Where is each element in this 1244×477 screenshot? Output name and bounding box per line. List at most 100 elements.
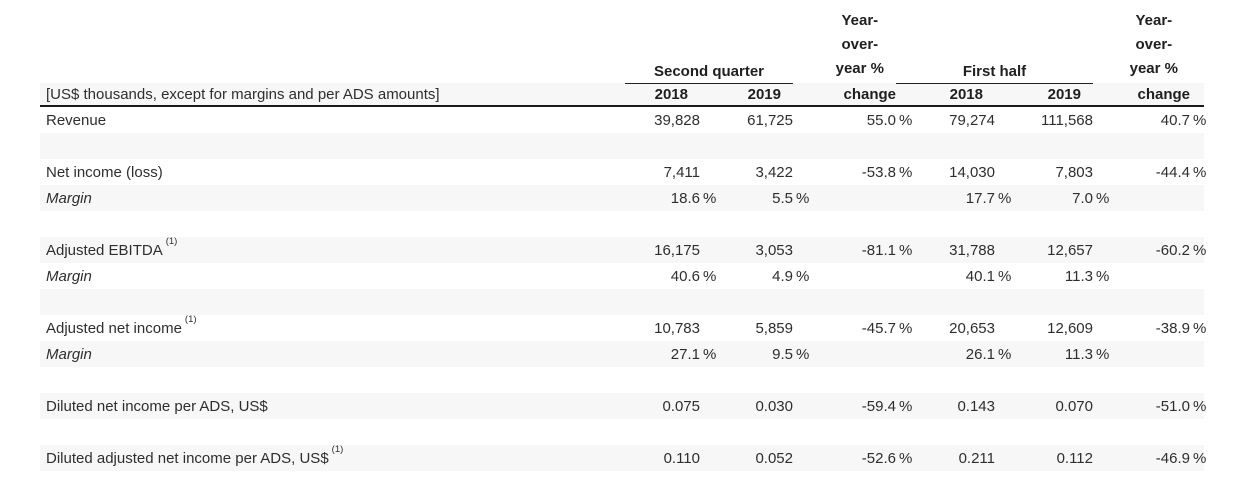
cell-q2-change: -59.4 %	[861, 397, 913, 415]
cell-q2-2019: 3,422	[755, 163, 793, 181]
row-label: Net income (loss)	[46, 163, 163, 181]
footnote-ref: (1)	[184, 313, 197, 325]
spacer-cell	[1190, 263, 1204, 289]
col-header-h1-change: change	[1093, 83, 1190, 107]
column-headers-row: [US$ thousands, except for margins and p…	[40, 83, 1204, 107]
row-label: Diluted net income per ADS, US$	[46, 397, 268, 415]
spacer-cell	[40, 367, 1204, 393]
cell-q2-change: -81.1 %	[861, 241, 913, 259]
cell-q2-2018: 16,175	[654, 241, 700, 259]
cell-h1-2018: 79,274	[949, 111, 995, 129]
table-row-net-income: Net income (loss) 7,411 3,422 -53.8 % 14…	[40, 159, 1207, 185]
cell-q2-2018: 27.1 %	[670, 345, 717, 363]
cell-h1-2019: 12,609	[1047, 319, 1093, 337]
cell-q2-2018: 39,828	[654, 111, 700, 129]
spacer-cell	[40, 419, 1204, 445]
cell-q2-change: -53.8 %	[861, 163, 913, 181]
cell-q2-2018: 18.6 %	[670, 189, 717, 207]
cell-h1-2019: 7.0 %	[1072, 189, 1110, 207]
table-row-diluted-adjusted-net-income-per-ads: Diluted adjusted net income per ADS, US$…	[40, 443, 1207, 471]
cell-h1-2019: 0.070	[1055, 397, 1093, 415]
table-row-diluted-net-income-per-ads: Diluted net income per ADS, US$ 0.075 0.…	[40, 393, 1207, 419]
table-row-adjusted-ebitda-margin: Margin 40.6 % 4.9 % 40.1 % 11.3 %	[40, 263, 1204, 289]
cell-q2-change: 55.0 %	[866, 111, 913, 129]
row-label: Revenue	[46, 111, 107, 129]
cell-q2-2018: 0.110	[663, 449, 700, 467]
col-header-q2-change: change	[793, 83, 896, 107]
cell-h1-2018: 31,788	[949, 241, 995, 259]
column-group-second-quarter: Second quarter	[625, 0, 793, 84]
col-header-h1-2018: 2018	[896, 83, 995, 107]
cell-h1-2019: 111,568	[1041, 111, 1093, 129]
row-label: Margin	[46, 345, 92, 363]
footnote-ref: (1)	[165, 235, 178, 247]
column-groups-row: Second quarter Year- over- year % First …	[40, 0, 1204, 84]
spacer-cell	[1190, 341, 1204, 367]
spacer-cell	[1190, 185, 1204, 211]
cell-h1-2019: 11.3 %	[1064, 267, 1110, 285]
cell-q2-2019: 5.5 %	[772, 189, 810, 207]
cell-q2-2019: 5,859	[755, 319, 793, 337]
cell-q2-2019: 3,053	[755, 241, 793, 259]
table-row-net-income-margin: Margin 18.6 % 5.5 % 17.7 % 7.0 %	[40, 185, 1204, 211]
cell-q2-2019: 0.030	[755, 397, 793, 415]
cell-q2-2018: 10,783	[654, 319, 700, 337]
cell-h1-2018: 40.1 %	[965, 267, 1012, 285]
col-header-q2-2019: 2019	[700, 83, 793, 107]
cell-h1-2018: 17.7 %	[965, 189, 1012, 207]
cell-h1-2019: 0.112	[1056, 449, 1093, 467]
spacer-cell	[40, 133, 1204, 159]
cell-h1-2018: 14,030	[949, 163, 995, 181]
yoy-header-h1-cell: Year- over- year %	[1093, 0, 1190, 83]
cell-q2-2018: 0.075	[662, 397, 700, 415]
cell-h1-2019: 11.3 %	[1064, 345, 1110, 363]
cell-q2-2019: 4.9 %	[772, 267, 810, 285]
table-row-adjusted-net-income: Adjusted net income(1) 10,783 5,859 -45.…	[40, 313, 1207, 341]
cell-h1-change: -51.0 %	[1155, 397, 1207, 415]
cell-q2-change: -45.7 %	[861, 319, 913, 337]
cell-q2-2019: 61,725	[747, 111, 793, 129]
yoy-line: over-	[841, 36, 879, 53]
spacer-row	[40, 133, 1204, 159]
row-label: Margin	[46, 267, 92, 285]
table-row-revenue: Revenue 39,828 61,725 55.0 % 79,274 111,…	[40, 106, 1207, 133]
cell-h1-change: -38.9 %	[1155, 319, 1207, 337]
cell-q2-2019: 9.5 %	[772, 345, 810, 363]
yoy-line: year %	[1129, 60, 1178, 77]
cell-h1-2019: 12,657	[1047, 241, 1093, 259]
yoy-header-q2-cell: Year- over- year %	[793, 0, 896, 83]
cell-h1-change: -46.9 %	[1155, 449, 1207, 467]
yoy-line: over-	[1135, 36, 1173, 53]
cell-q2-2018: 40.6 %	[670, 267, 717, 285]
row-label: Adjusted net income(1)	[46, 313, 197, 337]
row-label: Diluted adjusted net income per ADS, US$…	[46, 443, 344, 467]
cell-q2-change: -52.6 %	[861, 449, 913, 467]
row-label: Adjusted EBITDA(1)	[46, 235, 178, 259]
cell-h1-2018: 0.211	[958, 449, 995, 467]
row-label: Margin	[46, 189, 92, 207]
spacer-cell	[40, 211, 1204, 237]
table-row-adjusted-ebitda: Adjusted EBITDA(1) 16,175 3,053 -81.1 % …	[40, 235, 1207, 263]
col-header-h1-2019: 2019	[995, 83, 1093, 107]
cell-h1-change: -60.2 %	[1155, 241, 1207, 259]
financial-summary-table: Second quarter Year- over- year % First …	[40, 0, 1207, 471]
cell-h1-2018: 0.143	[957, 397, 995, 415]
unit-note: [US$ thousands, except for margins and p…	[40, 83, 625, 107]
spacer-row	[40, 211, 1204, 237]
cell-h1-change: 40.7 %	[1160, 111, 1207, 129]
yoy-header-h1: Year- over- year %	[1130, 9, 1178, 81]
cell-h1-2018: 26.1 %	[965, 345, 1012, 363]
footnote-ref: (1)	[331, 443, 344, 455]
header-spacer	[1190, 0, 1204, 83]
yoy-line: Year-	[841, 12, 879, 29]
yoy-line: year %	[835, 60, 884, 77]
cell-q2-2019: 0.052	[755, 449, 793, 467]
column-group-first-half: First half	[896, 0, 1093, 84]
spacer-cell	[40, 289, 1204, 315]
table-row-adjusted-net-income-margin: Margin 27.1 % 9.5 % 26.1 % 11.3 %	[40, 341, 1204, 367]
header-spacer	[40, 0, 625, 83]
cell-h1-2018: 20,653	[949, 319, 995, 337]
cell-h1-change: -44.4 %	[1155, 163, 1207, 181]
spacer-row	[40, 367, 1204, 393]
cell-q2-2018: 7,411	[663, 163, 700, 181]
